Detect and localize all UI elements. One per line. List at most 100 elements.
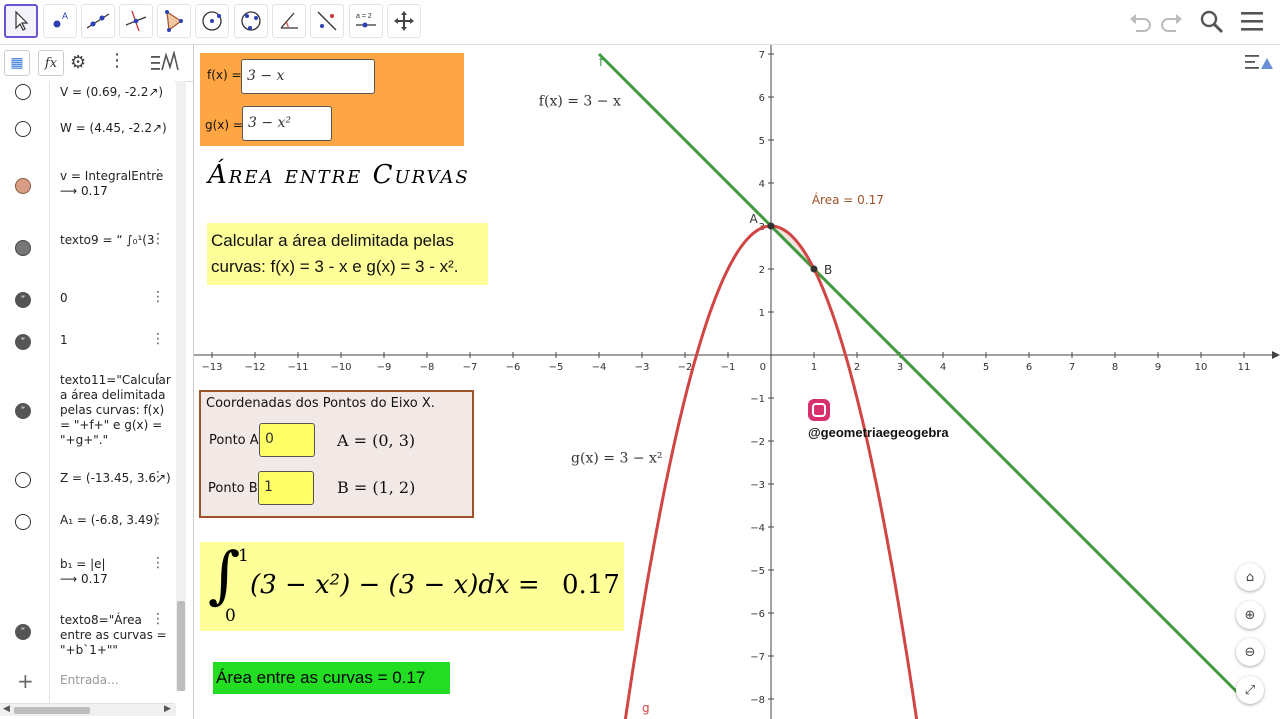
style-bar-toggle-icon[interactable] <box>1243 50 1275 76</box>
row-menu-icon[interactable]: ⋮ <box>151 167 165 183</box>
visibility-toggle-icon[interactable] <box>15 121 31 137</box>
algebra-row[interactable]: ” texto11="Calcular a área delimitada pel… <box>0 363 175 460</box>
input-bar-button[interactable]: fx <box>38 50 64 76</box>
quote-icon[interactable]: ” <box>15 292 31 308</box>
line-tool[interactable] <box>81 4 115 38</box>
y-tick-label: −6 <box>750 609 765 620</box>
quote-icon[interactable]: ” <box>15 403 31 419</box>
algebra-row-text[interactable]: W = (4.45, -2.2↗) <box>60 121 167 135</box>
point-b-input[interactable]: 1 <box>258 471 314 505</box>
input-marker: + <box>0 659 50 703</box>
graph-canvas[interactable]: −13 −12 −11 −10 −9 −8 −7 −6 −5 −4 −3 −2 −1 1 2 3 4 5 6 7 8 9 1… <box>194 45 1280 719</box>
g-input-field[interactable]: 3 − x² <box>242 106 332 141</box>
algebra-row[interactable]: V = (0.69, -2.2↗) <box>0 81 175 104</box>
task-box: Calcular a área delimitada pelas curvas:… <box>207 223 488 285</box>
x-tick-label: −7 <box>463 362 478 373</box>
algebra-row-text[interactable]: texto11="Calcular a área delimitada pela… <box>60 373 175 447</box>
visibility-toggle-icon[interactable] <box>15 178 31 194</box>
algebra-row-text[interactable]: Z = (-13.45, 3.6↗) <box>60 471 171 485</box>
scrollbar-thumb[interactable] <box>177 601 185 691</box>
visibility-toggle-icon[interactable] <box>15 240 31 256</box>
algebra-input-row[interactable]: + Entrada... <box>0 659 175 704</box>
algebra-row-text[interactable]: A₁ = (-6.8, 3.49) <box>60 513 158 527</box>
scroll-left-icon[interactable]: ◀ <box>3 704 10 714</box>
point-a-input[interactable]: 0 <box>259 423 315 457</box>
tree-icon: ▦ <box>10 55 24 71</box>
integral-upper-limit: 1 <box>238 546 249 566</box>
f-input-label: f(x) = <box>207 68 242 82</box>
algebra-row[interactable]: W = (4.45, -2.2↗) <box>0 103 175 156</box>
row-menu-icon[interactable]: ⋮ <box>151 289 165 305</box>
angle-tool[interactable] <box>272 4 306 38</box>
scroll-right-icon[interactable]: ▶ <box>164 704 171 714</box>
move-tool[interactable] <box>4 4 38 38</box>
slider-tool[interactable]: a = 2 <box>349 4 383 38</box>
f-input-field[interactable]: 3 − x <box>241 59 375 94</box>
home-view-button[interactable]: ⌂ <box>1236 563 1264 591</box>
row-menu-icon[interactable]: ⋮ <box>151 511 165 527</box>
visibility-toggle-icon[interactable] <box>15 472 31 488</box>
algebra-row-text[interactable]: v = IntegralEntre ⟶ 0.17 <box>60 169 164 198</box>
algebra-row[interactable]: v = IntegralEntre ⟶ 0.17 ⋮ <box>0 155 175 218</box>
algebra-horizontal-scrollbar[interactable]: ◀ ▶ <box>0 704 176 716</box>
move-view-tool[interactable] <box>387 4 421 38</box>
algebra-row[interactable]: ” texto8="Área entre as curvas = "+b`1+""… <box>0 605 175 660</box>
area-result-text: Área entre as curvas = 0.17 <box>216 668 426 687</box>
algebra-row-text[interactable]: texto8="Área entre as curvas = "+b`1+"" <box>60 613 171 657</box>
fx-icon: fx <box>44 55 58 71</box>
fullscreen-icon: ⤢ <box>1244 682 1256 698</box>
algebra-row-text[interactable]: V = (0.69, -2.2↗) <box>60 85 164 99</box>
visibility-toggle-icon[interactable] <box>15 84 31 100</box>
algebra-vertical-scrollbar[interactable] <box>176 81 186 691</box>
algebra-row[interactable]: Z = (-13.45, 3.6↗) ⋮ <box>0 459 175 502</box>
visibility-toggle-icon[interactable] <box>15 514 31 530</box>
more-options-icon[interactable]: ⋮ <box>108 50 126 71</box>
row-menu-icon[interactable]: ⋮ <box>151 555 165 571</box>
x-tick-label: −10 <box>330 362 351 373</box>
row-menu-icon[interactable]: ⋮ <box>151 469 165 485</box>
row-menu-icon[interactable]: ⋮ <box>151 371 165 387</box>
point-tool[interactable]: A <box>43 4 77 38</box>
polygon-tool[interactable] <box>157 4 191 38</box>
x-tick-label: 7 <box>1069 362 1075 373</box>
quote-icon[interactable]: ” <box>15 624 31 640</box>
fullscreen-button[interactable]: ⤢ <box>1236 676 1264 704</box>
y-tick-label: −7 <box>750 652 765 663</box>
undo-icon[interactable] <box>1126 8 1154 36</box>
algebra-input-placeholder[interactable]: Entrada... <box>60 673 119 687</box>
g-name-label: g <box>642 701 650 715</box>
redo-icon[interactable] <box>1158 8 1186 36</box>
row-menu-icon[interactable]: ⋮ <box>151 231 165 247</box>
zoom-out-button[interactable]: ⊖ <box>1236 638 1264 666</box>
move-view-icon <box>394 11 414 31</box>
algebra-row[interactable]: A₁ = (-6.8, 3.49) ⋮ <box>0 501 175 544</box>
algebra-row[interactable]: texto9 = “ ∫₀¹(3 ⋮ <box>0 217 175 280</box>
ellipse-tool[interactable] <box>234 4 268 38</box>
x-tick-label: −11 <box>287 362 308 373</box>
zoom-in-button[interactable]: ⊕ <box>1236 601 1264 629</box>
row-menu-icon[interactable]: ⋮ <box>151 331 165 347</box>
scrollbar-thumb-h[interactable] <box>14 707 90 714</box>
perpendicular-tool[interactable] <box>119 4 153 38</box>
graphics-toggle-icon[interactable] <box>150 51 180 75</box>
reflect-tool[interactable] <box>310 4 344 38</box>
gear-icon[interactable]: ⚙ <box>70 52 87 73</box>
algebra-row[interactable]: ” 0 ⋮ <box>0 279 175 322</box>
algebra-description-button[interactable]: ▦ <box>4 50 30 76</box>
x-axis-arrow <box>1272 351 1280 359</box>
y-tick-label: 5 <box>759 136 765 147</box>
algebra-row[interactable]: b₁ = |e| ⟶ 0.17 ⋮ <box>0 543 175 606</box>
point-a-label: A <box>750 212 759 226</box>
search-icon[interactable] <box>1198 8 1226 36</box>
algebra-row-text[interactable]: b₁ = |e| ⟶ 0.17 <box>60 557 108 586</box>
circle-tool[interactable] <box>195 4 229 38</box>
algebra-row-text[interactable]: 0 <box>60 291 68 305</box>
quote-icon[interactable]: ” <box>15 334 31 350</box>
row-menu-icon[interactable]: ⋮ <box>151 611 165 627</box>
algebra-row-text[interactable]: 1 <box>60 333 68 347</box>
algebra-row[interactable]: ” 1 ⋮ <box>0 321 175 364</box>
algebra-row-text[interactable]: texto9 = “ ∫₀¹(3 <box>60 233 155 247</box>
algebra-row-marker <box>0 459 50 501</box>
graphics-view[interactable]: −13 −12 −11 −10 −9 −8 −7 −6 −5 −4 −3 −2 −1 1 2 3 4 5 6 7 8 9 1… <box>194 45 1280 719</box>
menu-icon[interactable] <box>1238 8 1266 36</box>
